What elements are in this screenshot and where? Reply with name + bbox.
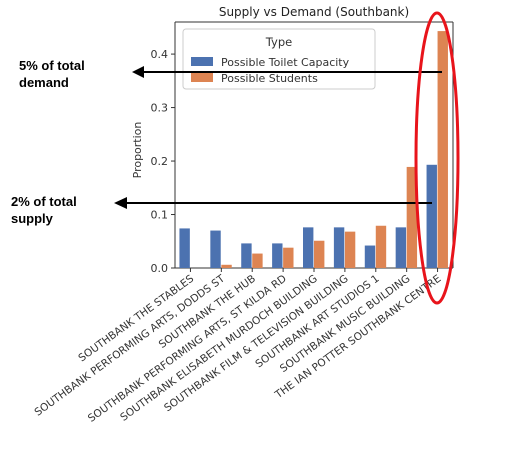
y-axis-label: Proportion	[131, 122, 144, 179]
annotation-supply-line2: supply	[11, 211, 53, 226]
bar-students	[437, 31, 448, 268]
annotations	[114, 11, 460, 305]
bar-toilet-capacity	[364, 245, 376, 268]
bar-students	[314, 240, 325, 268]
bar-toilet-capacity	[426, 164, 437, 268]
bar-toilet-capacity	[333, 227, 345, 268]
bar-students	[375, 225, 387, 268]
bar-students	[252, 253, 263, 268]
bar-toilet-capacity	[272, 243, 283, 268]
legend-title: Type	[265, 35, 292, 49]
bar-toilet-capacity	[303, 227, 314, 268]
arrow-supply-head	[114, 197, 127, 209]
legend-swatch	[191, 57, 213, 66]
bar-toilet-capacity	[179, 228, 190, 268]
bar-students	[221, 264, 232, 268]
bar-students	[344, 231, 356, 268]
arrow-demand-head	[132, 66, 144, 78]
bar-toilet-capacity	[395, 227, 407, 268]
y-tick-label: 0.4	[151, 48, 169, 61]
annotation-supply-line1: 2% of total	[11, 194, 77, 209]
legend-swatch	[191, 73, 213, 82]
bar-toilet-capacity	[241, 243, 252, 268]
highlight-ellipse	[414, 11, 460, 305]
legend: Type Possible Toilet Capacity Possible Stu…	[182, 28, 376, 90]
bar-students	[283, 247, 294, 268]
annotation-demand-line1: 5% of total	[19, 58, 85, 73]
y-tick-label: 0.0	[151, 262, 169, 275]
legend-entry: Possible Toilet Capacity	[221, 56, 350, 69]
annotation-supply: 2% of total supply	[11, 193, 77, 227]
annotation-demand-line2: demand	[19, 75, 69, 90]
bar-students	[406, 166, 418, 268]
y-tick-label: 0.3	[151, 102, 169, 115]
chart-title: Supply vs Demand (Southbank)	[219, 5, 409, 19]
annotation-demand: 5% of total demand	[19, 57, 85, 91]
bar-toilet-capacity	[210, 230, 221, 268]
legend-entry: Possible Students	[221, 72, 318, 85]
y-axis: 0.0 0.1 0.2 0.3 0.4 Proportion	[131, 48, 175, 275]
legend-box	[182, 28, 376, 90]
plot-area: Supply vs Demand (Southbank)	[174, 5, 454, 269]
y-tick-label: 0.2	[151, 155, 169, 168]
y-tick-label: 0.1	[151, 209, 169, 222]
